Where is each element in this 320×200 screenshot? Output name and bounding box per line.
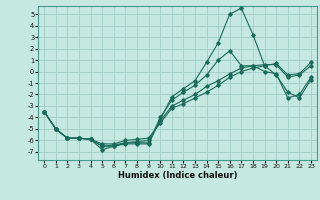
- X-axis label: Humidex (Indice chaleur): Humidex (Indice chaleur): [118, 171, 237, 180]
